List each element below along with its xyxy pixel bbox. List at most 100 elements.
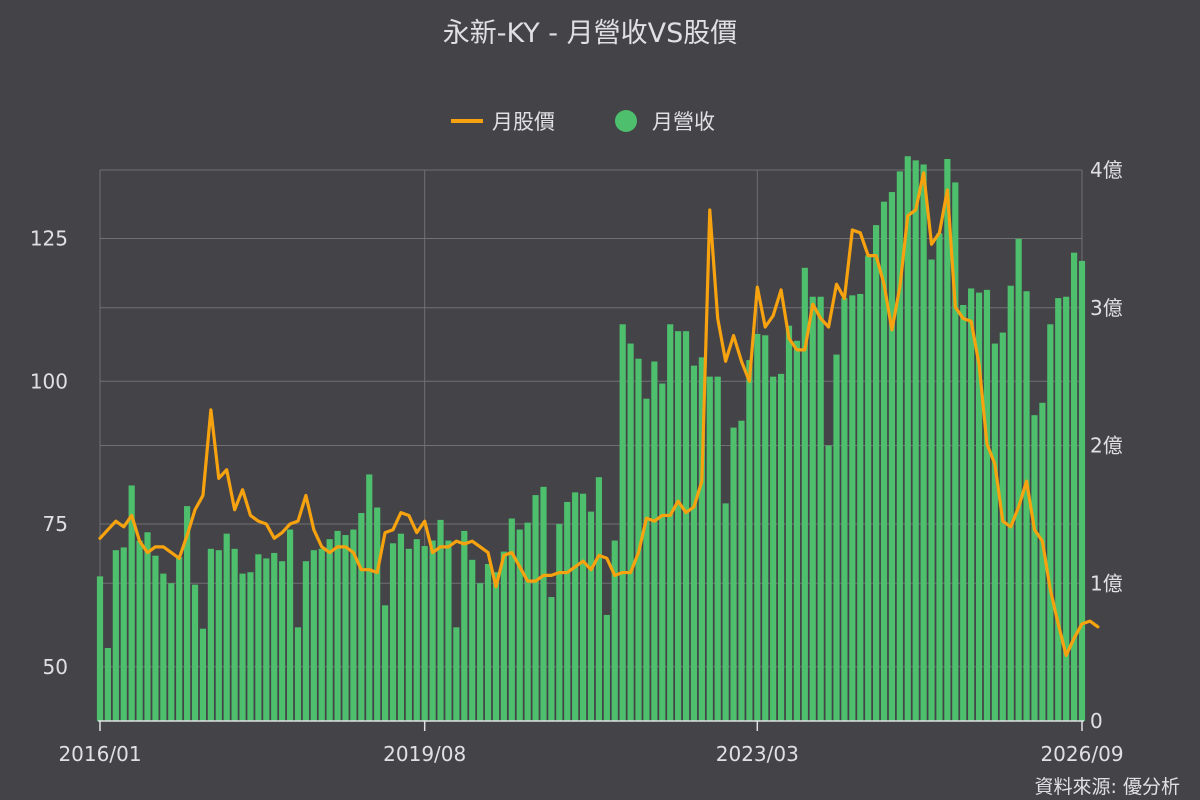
revenue-bar[interactable] xyxy=(231,548,238,721)
revenue-bar[interactable] xyxy=(999,332,1006,721)
revenue-bar[interactable] xyxy=(1070,252,1078,721)
revenue-bar[interactable] xyxy=(318,548,325,721)
revenue-bar[interactable] xyxy=(429,540,436,721)
revenue-bar[interactable] xyxy=(484,563,492,721)
revenue-bar[interactable] xyxy=(334,530,341,721)
revenue-bar[interactable] xyxy=(413,539,420,721)
revenue-bar[interactable] xyxy=(144,532,151,721)
revenue-bar[interactable] xyxy=(1055,298,1062,721)
revenue-bar[interactable] xyxy=(841,298,848,721)
revenue-bar[interactable] xyxy=(1039,402,1046,721)
revenue-bar[interactable] xyxy=(690,365,698,721)
revenue-bar[interactable] xyxy=(738,420,745,721)
revenue-bar[interactable] xyxy=(508,518,515,721)
revenue-bar[interactable] xyxy=(833,354,840,721)
revenue-bar[interactable] xyxy=(983,289,991,721)
revenue-bar[interactable] xyxy=(326,539,333,721)
revenue-bar[interactable] xyxy=(437,519,444,721)
revenue-bar[interactable] xyxy=(350,529,357,721)
revenue-bar[interactable] xyxy=(849,295,856,721)
revenue-bar[interactable] xyxy=(770,376,777,722)
revenue-bar[interactable] xyxy=(936,233,943,721)
revenue-bar[interactable] xyxy=(572,492,579,721)
revenue-bar[interactable] xyxy=(865,255,872,721)
revenue-bar[interactable] xyxy=(286,529,294,721)
revenue-bar[interactable] xyxy=(952,182,959,721)
revenue-bar[interactable] xyxy=(461,530,468,721)
revenue-bar[interactable] xyxy=(524,522,531,721)
revenue-bar[interactable] xyxy=(904,156,911,722)
revenue-bar[interactable] xyxy=(944,158,951,722)
revenue-bar[interactable] xyxy=(920,164,927,722)
revenue-bar[interactable] xyxy=(809,296,816,721)
revenue-bar[interactable] xyxy=(136,540,143,721)
revenue-bar[interactable] xyxy=(263,558,270,721)
revenue-bar[interactable] xyxy=(96,576,104,721)
revenue-bar[interactable] xyxy=(777,373,785,721)
revenue-bar[interactable] xyxy=(793,340,800,721)
revenue-bar[interactable] xyxy=(762,335,769,721)
legend-item-price[interactable]: 月股價 xyxy=(451,110,555,134)
revenue-bar[interactable] xyxy=(928,259,935,721)
revenue-bar[interactable] xyxy=(152,555,159,721)
revenue-bar[interactable] xyxy=(310,550,317,721)
revenue-bar[interactable] xyxy=(960,305,967,721)
revenue-bar[interactable] xyxy=(659,383,666,721)
revenue-bar[interactable] xyxy=(817,296,824,721)
revenue-bar[interactable] xyxy=(294,627,302,721)
revenue-bar[interactable] xyxy=(184,506,191,721)
revenue-bar[interactable] xyxy=(1031,415,1038,721)
revenue-bar[interactable] xyxy=(382,605,389,721)
revenue-bar[interactable] xyxy=(207,548,214,721)
revenue-bar[interactable] xyxy=(888,192,896,722)
revenue-bar[interactable] xyxy=(1023,291,1030,721)
revenue-bar[interactable] xyxy=(516,529,523,721)
revenue-bar[interactable] xyxy=(477,583,484,721)
revenue-bar[interactable] xyxy=(896,171,903,721)
revenue-bar[interactable] xyxy=(302,561,309,721)
revenue-bar[interactable] xyxy=(857,293,864,721)
revenue-bar[interactable] xyxy=(643,398,650,721)
revenue-bar[interactable] xyxy=(619,324,626,721)
revenue-bar[interactable] xyxy=(492,572,500,721)
revenue-bar[interactable] xyxy=(579,493,587,721)
revenue-bar[interactable] xyxy=(191,584,199,721)
revenue-bar[interactable] xyxy=(279,561,286,721)
revenue-bar[interactable] xyxy=(603,614,610,721)
revenue-bar[interactable] xyxy=(532,495,539,721)
revenue-bar[interactable] xyxy=(595,477,603,721)
revenue-bar[interactable] xyxy=(825,445,832,722)
revenue-bar[interactable] xyxy=(587,511,595,721)
revenue-bar[interactable] xyxy=(160,573,167,721)
revenue-bar[interactable] xyxy=(374,507,381,721)
revenue-bar[interactable] xyxy=(698,357,705,721)
revenue-bar[interactable] xyxy=(397,533,405,721)
revenue-bar[interactable] xyxy=(239,573,246,721)
revenue-bar[interactable] xyxy=(366,474,373,721)
revenue-bar[interactable] xyxy=(469,559,476,721)
revenue-bar[interactable] xyxy=(754,333,761,721)
revenue-bar[interactable] xyxy=(611,540,618,721)
revenue-bar[interactable] xyxy=(682,331,690,721)
revenue-bar[interactable] xyxy=(968,288,975,721)
revenue-bar[interactable] xyxy=(714,376,721,722)
revenue-bar[interactable] xyxy=(445,540,452,721)
revenue-bar[interactable] xyxy=(706,376,713,722)
revenue-bar[interactable] xyxy=(1078,260,1086,721)
revenue-bar[interactable] xyxy=(168,583,175,721)
revenue-bar[interactable] xyxy=(873,225,880,721)
revenue-bar[interactable] xyxy=(991,343,998,721)
revenue-bar[interactable] xyxy=(215,550,222,721)
revenue-bar[interactable] xyxy=(1015,238,1022,722)
revenue-bar[interactable] xyxy=(880,201,888,721)
revenue-bar[interactable] xyxy=(912,160,919,722)
revenue-bar[interactable] xyxy=(271,552,278,721)
revenue-bar[interactable] xyxy=(975,292,983,721)
revenue-bar[interactable] xyxy=(342,535,349,721)
revenue-bar[interactable] xyxy=(389,543,397,721)
revenue-bar[interactable] xyxy=(1047,324,1054,721)
revenue-bar[interactable] xyxy=(556,524,563,721)
revenue-bar[interactable] xyxy=(199,628,207,721)
revenue-bar[interactable] xyxy=(104,647,112,721)
revenue-bar[interactable] xyxy=(746,360,753,721)
